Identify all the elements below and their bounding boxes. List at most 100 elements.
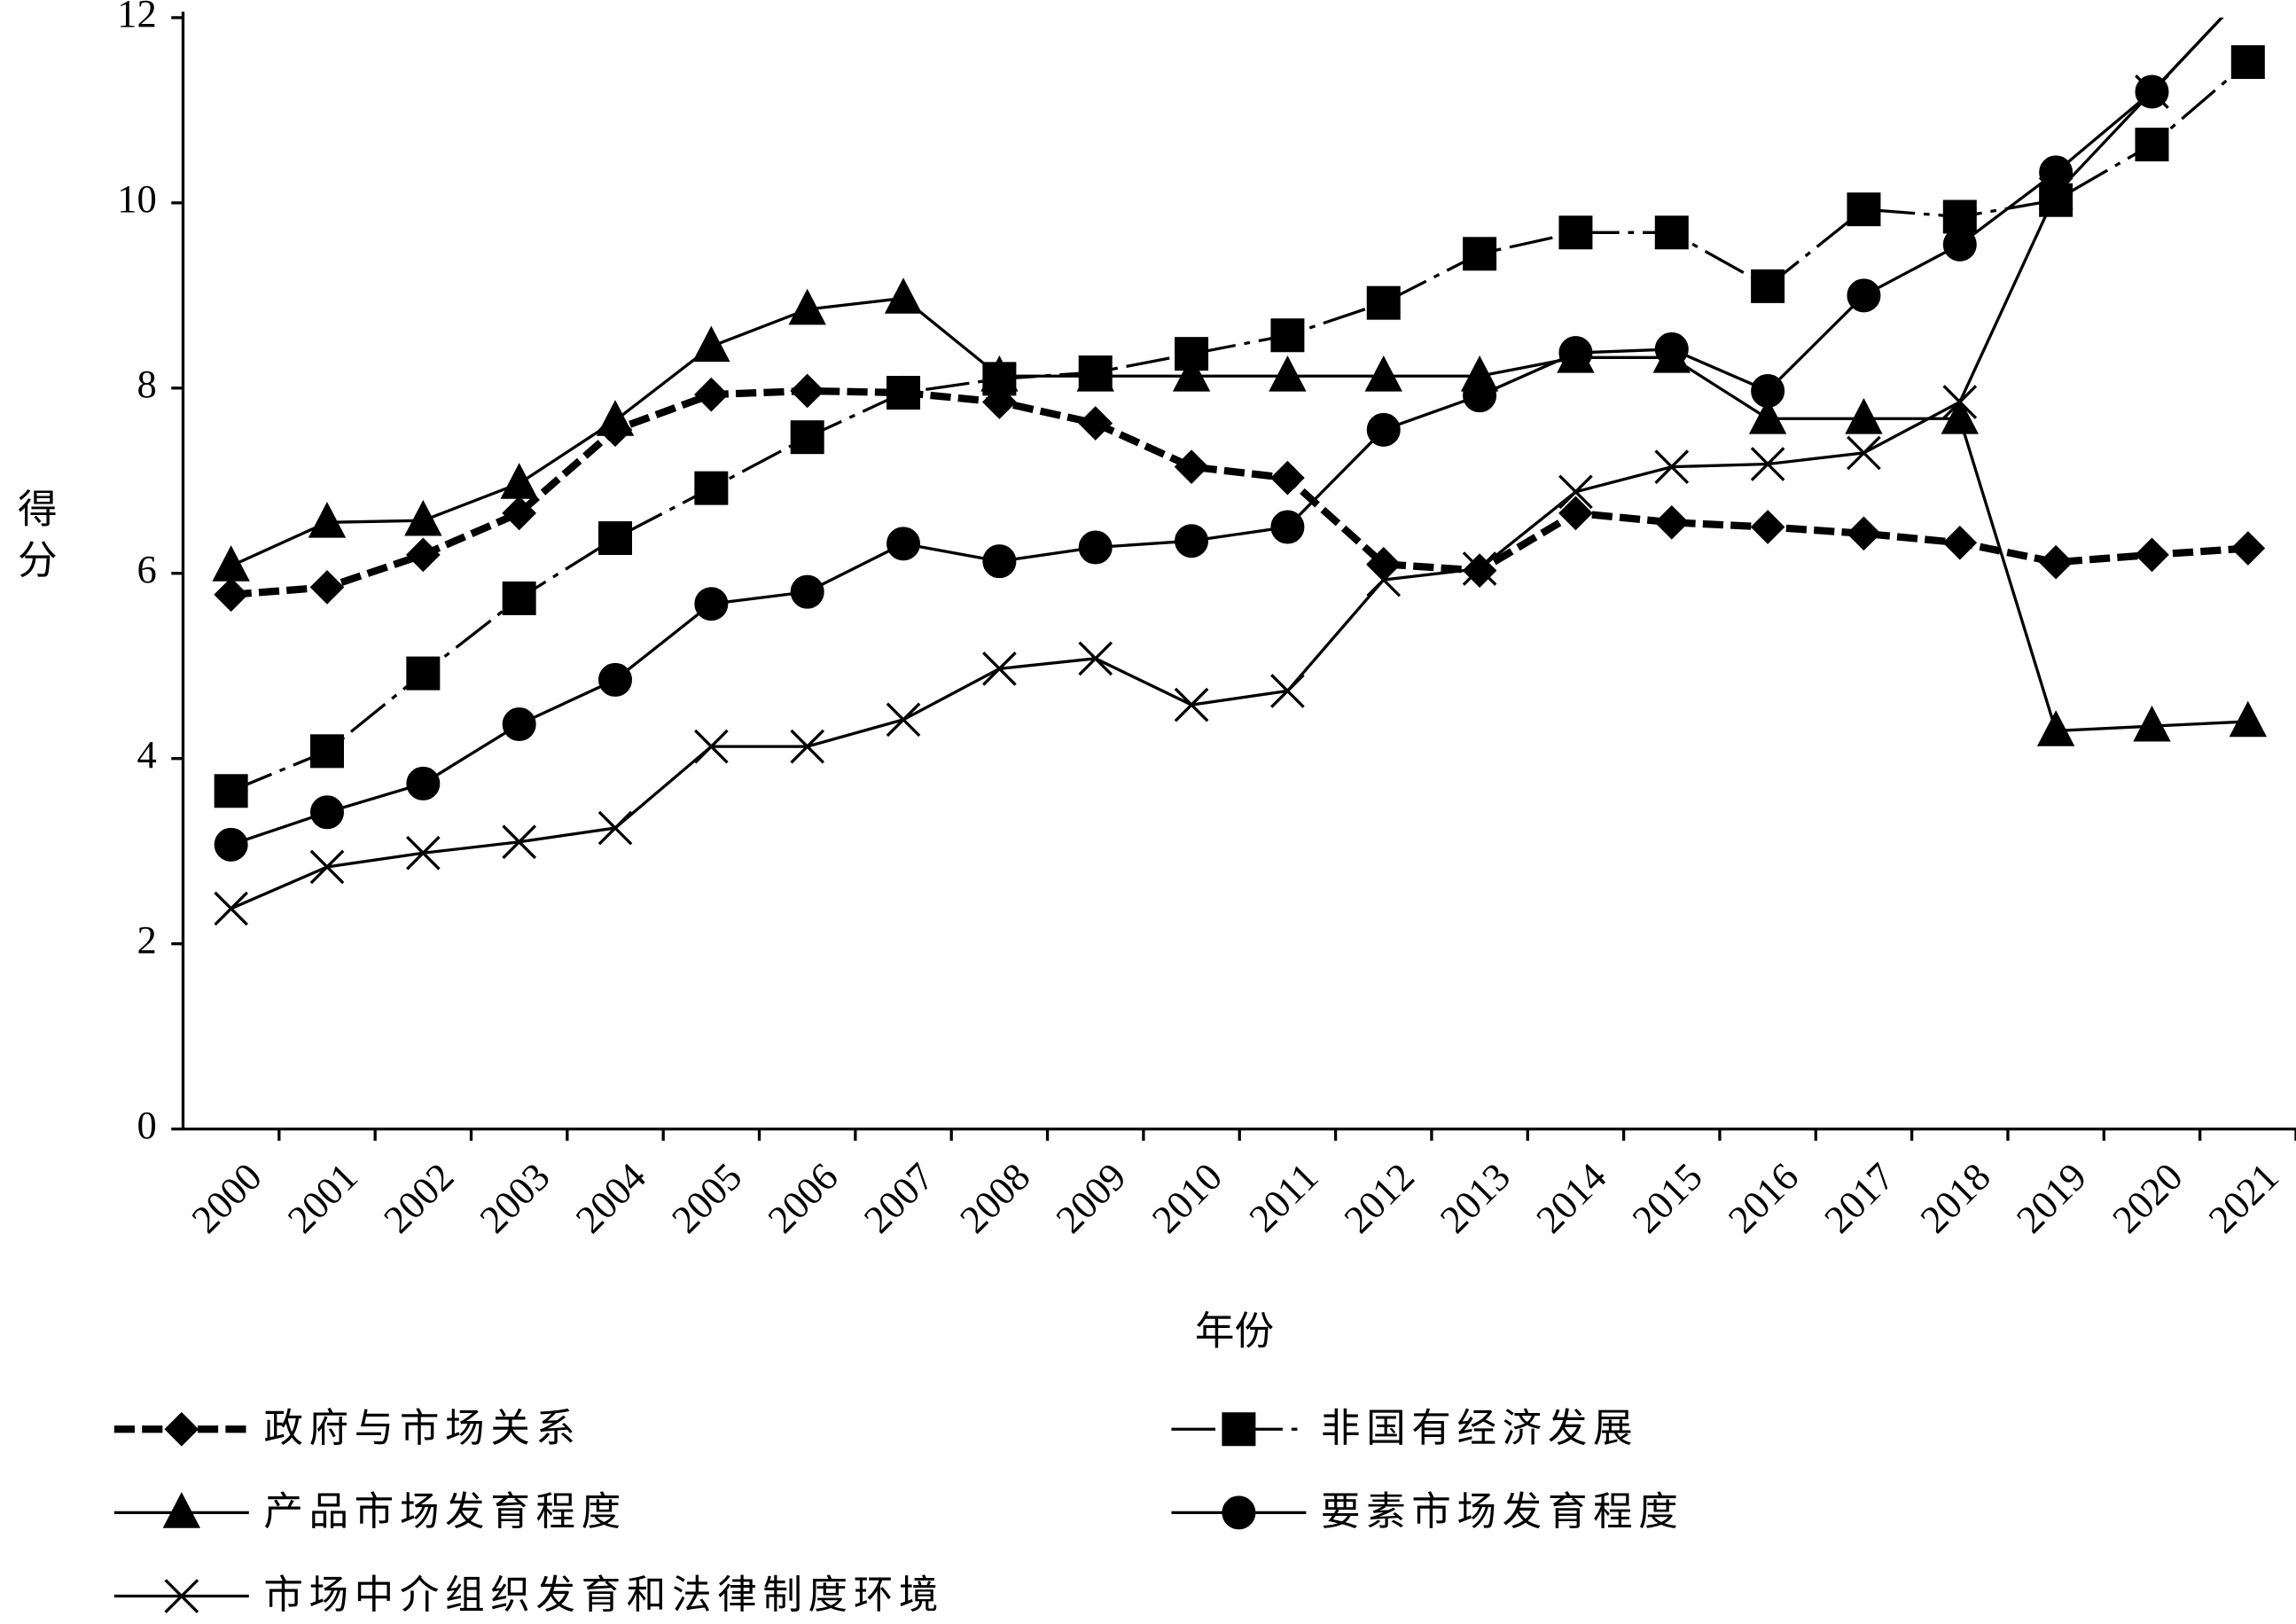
- data-point: [1078, 641, 1113, 676]
- y-tick-label: 2: [137, 917, 156, 962]
- data-point: [1942, 525, 1978, 560]
- series-line: [230, 60, 2249, 792]
- data-point: [404, 499, 442, 536]
- data-point: [597, 810, 633, 846]
- data-point: [1654, 215, 1689, 250]
- data-point: [2135, 537, 2169, 573]
- legend-marker: [162, 1492, 201, 1528]
- legend-label: 政府与市场关系: [263, 1406, 581, 1450]
- data-point: [694, 471, 729, 505]
- data-point: [214, 577, 248, 613]
- data-point: [1175, 524, 1209, 558]
- data-point: [1366, 412, 1401, 447]
- legend-label: 市场中介组织发育和法律制度环境: [263, 1573, 944, 1617]
- data-point: [502, 707, 536, 742]
- x-tick-label: 2002: [375, 1154, 462, 1241]
- data-point: [1078, 406, 1113, 441]
- data-point: [596, 400, 635, 436]
- data-point: [1942, 199, 1977, 234]
- data-point: [886, 527, 921, 561]
- data-point: [2230, 45, 2265, 80]
- data-point: [2038, 176, 2073, 211]
- data-point: [982, 544, 1017, 579]
- data-point: [982, 652, 1017, 686]
- data-point: [1654, 332, 1689, 366]
- x-tick-label: 2019: [2008, 1154, 2095, 1241]
- data-point: [406, 656, 441, 691]
- data-point: [1270, 674, 1305, 708]
- data-point: [214, 827, 248, 862]
- data-point: [1462, 551, 1497, 586]
- data-point: [1847, 192, 1881, 227]
- data-point: [1366, 562, 1402, 597]
- data-point: [1847, 435, 1881, 471]
- x-tick-label: 2003: [471, 1154, 558, 1241]
- data-point: [790, 373, 825, 409]
- data-point: [886, 702, 921, 738]
- series-line: [230, 296, 2248, 733]
- y-tick-label: 0: [137, 1103, 156, 1147]
- legend-marker: [164, 1411, 199, 1447]
- legend-marker: [164, 1579, 199, 1613]
- data-point: [694, 587, 729, 621]
- data-point: [1078, 530, 1113, 565]
- y-tick-label: 10: [117, 176, 157, 221]
- x-tick-label: 2010: [1144, 1154, 1230, 1241]
- x-tick-label: 2000: [183, 1154, 269, 1241]
- data-point: [1942, 227, 1977, 262]
- y-tick-label: 12: [117, 0, 157, 35]
- data-point: [309, 795, 344, 830]
- data-point: [790, 729, 825, 764]
- x-tick-label: 2008: [951, 1154, 1038, 1241]
- data-point: [694, 729, 729, 764]
- legend-label: 产品市场发育程度: [263, 1489, 626, 1534]
- data-point: [1942, 385, 1978, 419]
- data-point: [1366, 285, 1401, 320]
- x-tick-label: 2013: [1432, 1154, 1519, 1241]
- y-tick-label: 4: [137, 732, 156, 777]
- data-point: [1751, 373, 1785, 408]
- y-axis-label: 得分: [12, 488, 57, 590]
- data-point: [2230, 531, 2266, 566]
- data-point: [502, 496, 537, 531]
- x-tick-label: 2015: [1623, 1154, 1710, 1241]
- x-tick-label: 2007: [855, 1154, 942, 1241]
- data-point: [886, 376, 921, 410]
- data-point: [980, 355, 1019, 392]
- x-tick-label: 2021: [2199, 1154, 2286, 1241]
- x-tick-label: 2005: [663, 1154, 750, 1241]
- data-point: [2039, 183, 2073, 217]
- data-point: [1463, 379, 1497, 413]
- x-tick-label: 2017: [1816, 1154, 1902, 1241]
- x-tick-label: 2014: [1527, 1154, 1614, 1241]
- x-tick-label: 2011: [1240, 1154, 1326, 1240]
- data-point: [405, 537, 441, 573]
- data-point: [1172, 355, 1211, 392]
- data-point: [308, 502, 347, 538]
- data-point: [1558, 474, 1593, 510]
- series-line: [230, 386, 2249, 598]
- data-point: [2039, 155, 2073, 190]
- x-tick-label: 2012: [1335, 1154, 1422, 1241]
- data-point: [2232, 0, 2264, 6]
- legend-label: 非国有经济发展: [1321, 1406, 1638, 1450]
- data-point: [1558, 215, 1593, 250]
- series-line: [230, 17, 2224, 910]
- data-point: [309, 734, 344, 769]
- x-tick-label: 2001: [279, 1154, 366, 1241]
- data-point: [1270, 318, 1305, 353]
- x-axis-label: 年份: [1195, 1309, 1274, 1354]
- data-point: [692, 325, 730, 363]
- data-point: [2133, 705, 2171, 742]
- data-point: [1174, 687, 1209, 722]
- data-point: [2232, 0, 2264, 6]
- data-point: [2036, 710, 2075, 746]
- x-tick-label: 2004: [567, 1154, 654, 1241]
- data-point: [1845, 398, 1883, 434]
- data-point: [1174, 449, 1209, 484]
- data-point: [1941, 398, 1979, 434]
- data-point: [1654, 504, 1690, 540]
- y-tick-label: 8: [137, 362, 156, 406]
- plot-area: [212, 0, 2268, 926]
